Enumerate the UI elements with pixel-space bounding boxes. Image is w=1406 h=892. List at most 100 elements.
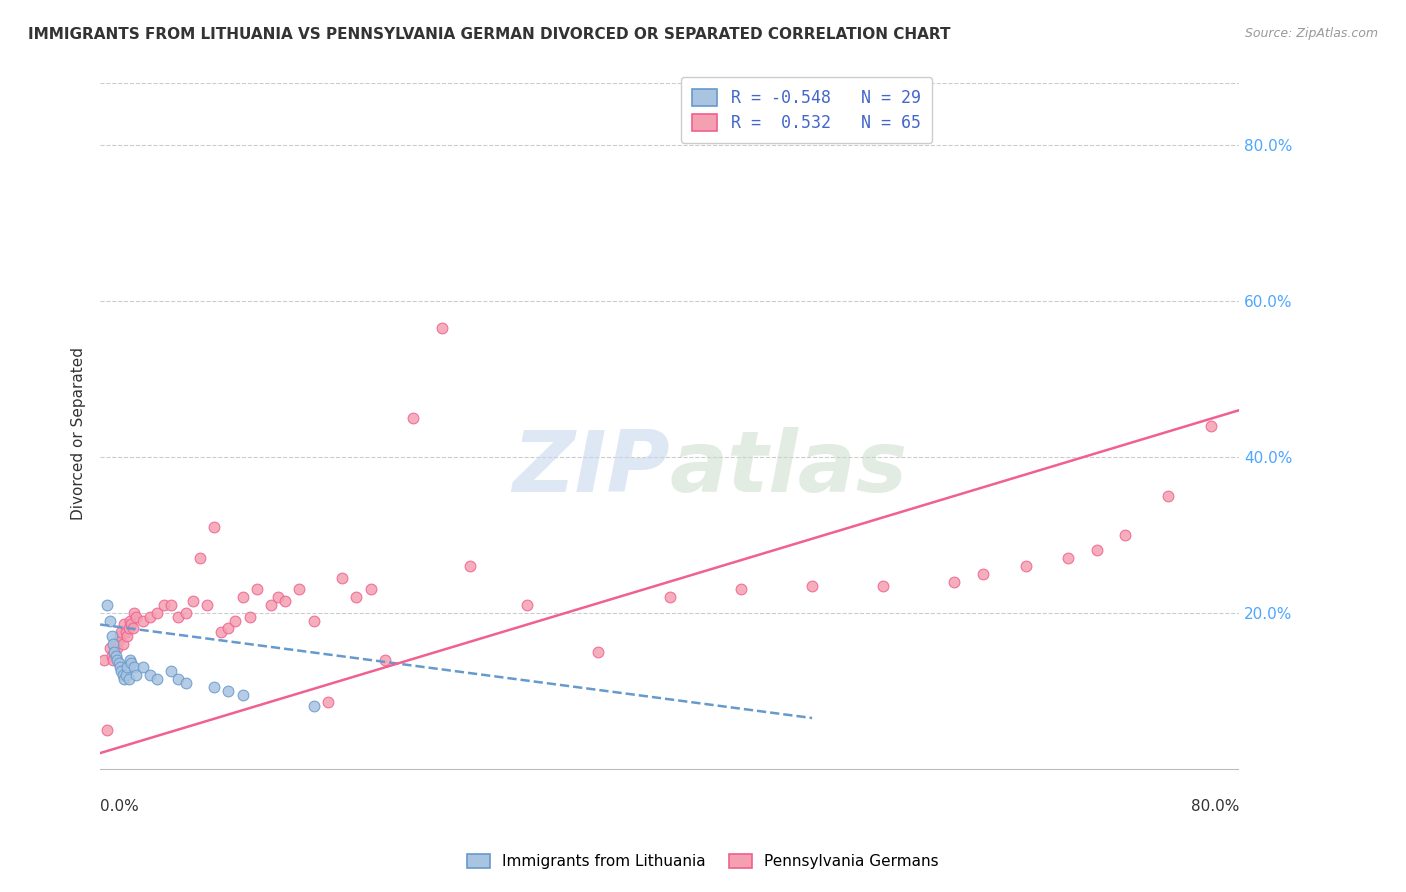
Point (302, 614, 325, 628)
Point (239, 609, 262, 624)
Point (103, 645, 125, 659)
Point (118, 614, 141, 628)
Point (101, 652, 124, 666)
Point (93, 652, 115, 666)
Point (115, 660, 138, 674)
Point (139, 609, 162, 624)
Point (112, 672, 135, 686)
Point (588, 645, 610, 659)
Point (112, 617, 135, 632)
Point (124, 660, 146, 674)
Point (943, 574, 966, 589)
Point (330, 571, 353, 585)
Point (120, 617, 142, 632)
Point (146, 606, 169, 620)
Point (174, 676, 197, 690)
Point (104, 637, 127, 651)
Point (1199, 418, 1222, 433)
Text: 0.0%: 0.0% (100, 799, 139, 814)
Point (146, 672, 169, 686)
Point (108, 629, 131, 643)
Point (288, 582, 311, 597)
Point (246, 582, 269, 597)
Point (107, 657, 129, 671)
Point (231, 591, 253, 605)
Point (125, 609, 148, 624)
Point (153, 598, 176, 612)
Point (274, 594, 297, 608)
Point (1157, 489, 1180, 503)
Point (110, 625, 132, 640)
Point (181, 594, 204, 608)
Point (872, 578, 894, 592)
Point (100, 629, 122, 643)
Point (160, 598, 183, 612)
Text: 80.0%: 80.0% (1191, 799, 1239, 814)
Point (360, 582, 382, 597)
Point (105, 640, 128, 655)
Point (115, 629, 138, 643)
Point (118, 652, 141, 666)
Point (98, 614, 121, 628)
Point (516, 598, 538, 612)
Point (430, 321, 453, 335)
Point (160, 665, 183, 679)
Point (801, 578, 824, 592)
Point (402, 411, 425, 425)
Point (316, 695, 339, 709)
Point (1114, 528, 1136, 542)
Text: IMMIGRANTS FROM LITHUANIA VS PENNSYLVANIA GERMAN DIVORCED OR SEPARATED CORRELATI: IMMIGRANTS FROM LITHUANIA VS PENNSYLVANI… (28, 27, 950, 42)
Point (108, 660, 131, 674)
Point (1057, 551, 1080, 566)
Point (209, 625, 232, 640)
Text: Source: ZipAtlas.com: Source: ZipAtlas.com (1244, 27, 1378, 40)
Legend: R = -0.548   N = 29, R =  0.532   N = 65: R = -0.548 N = 29, R = 0.532 N = 65 (681, 77, 932, 144)
Point (124, 606, 146, 620)
Point (202, 680, 225, 694)
Point (117, 621, 139, 635)
Point (98, 640, 121, 655)
Legend: Immigrants from Lithuania, Pennsylvania Germans: Immigrants from Lithuania, Pennsylvania … (461, 848, 945, 875)
Point (125, 668, 148, 682)
Point (111, 668, 134, 682)
Point (114, 625, 136, 640)
Text: atlas: atlas (669, 427, 908, 510)
Point (730, 582, 752, 597)
Point (100, 648, 122, 663)
Point (267, 591, 290, 605)
Point (120, 657, 142, 671)
Point (374, 652, 396, 666)
Point (1085, 543, 1108, 558)
Point (111, 637, 134, 651)
Point (132, 614, 155, 628)
Point (139, 668, 162, 682)
Point (217, 683, 239, 698)
Point (195, 598, 218, 612)
Point (460, 559, 482, 574)
Point (96, 723, 118, 737)
Point (174, 606, 197, 620)
Point (302, 699, 325, 714)
Point (104, 648, 127, 663)
Point (101, 637, 124, 651)
Y-axis label: Divorced or Separated: Divorced or Separated (72, 347, 86, 520)
Point (114, 668, 136, 682)
Point (346, 591, 368, 605)
Point (167, 609, 190, 624)
Point (224, 614, 246, 628)
Point (217, 621, 239, 635)
Point (96, 598, 118, 612)
Point (132, 660, 155, 674)
Point (231, 688, 253, 702)
Point (188, 551, 211, 566)
Point (122, 621, 145, 635)
Point (972, 566, 994, 581)
Point (1014, 559, 1036, 574)
Point (167, 672, 190, 686)
Point (107, 633, 129, 648)
Point (103, 645, 125, 659)
Point (110, 665, 132, 679)
Point (202, 520, 225, 534)
Point (105, 652, 128, 666)
Point (260, 598, 283, 612)
